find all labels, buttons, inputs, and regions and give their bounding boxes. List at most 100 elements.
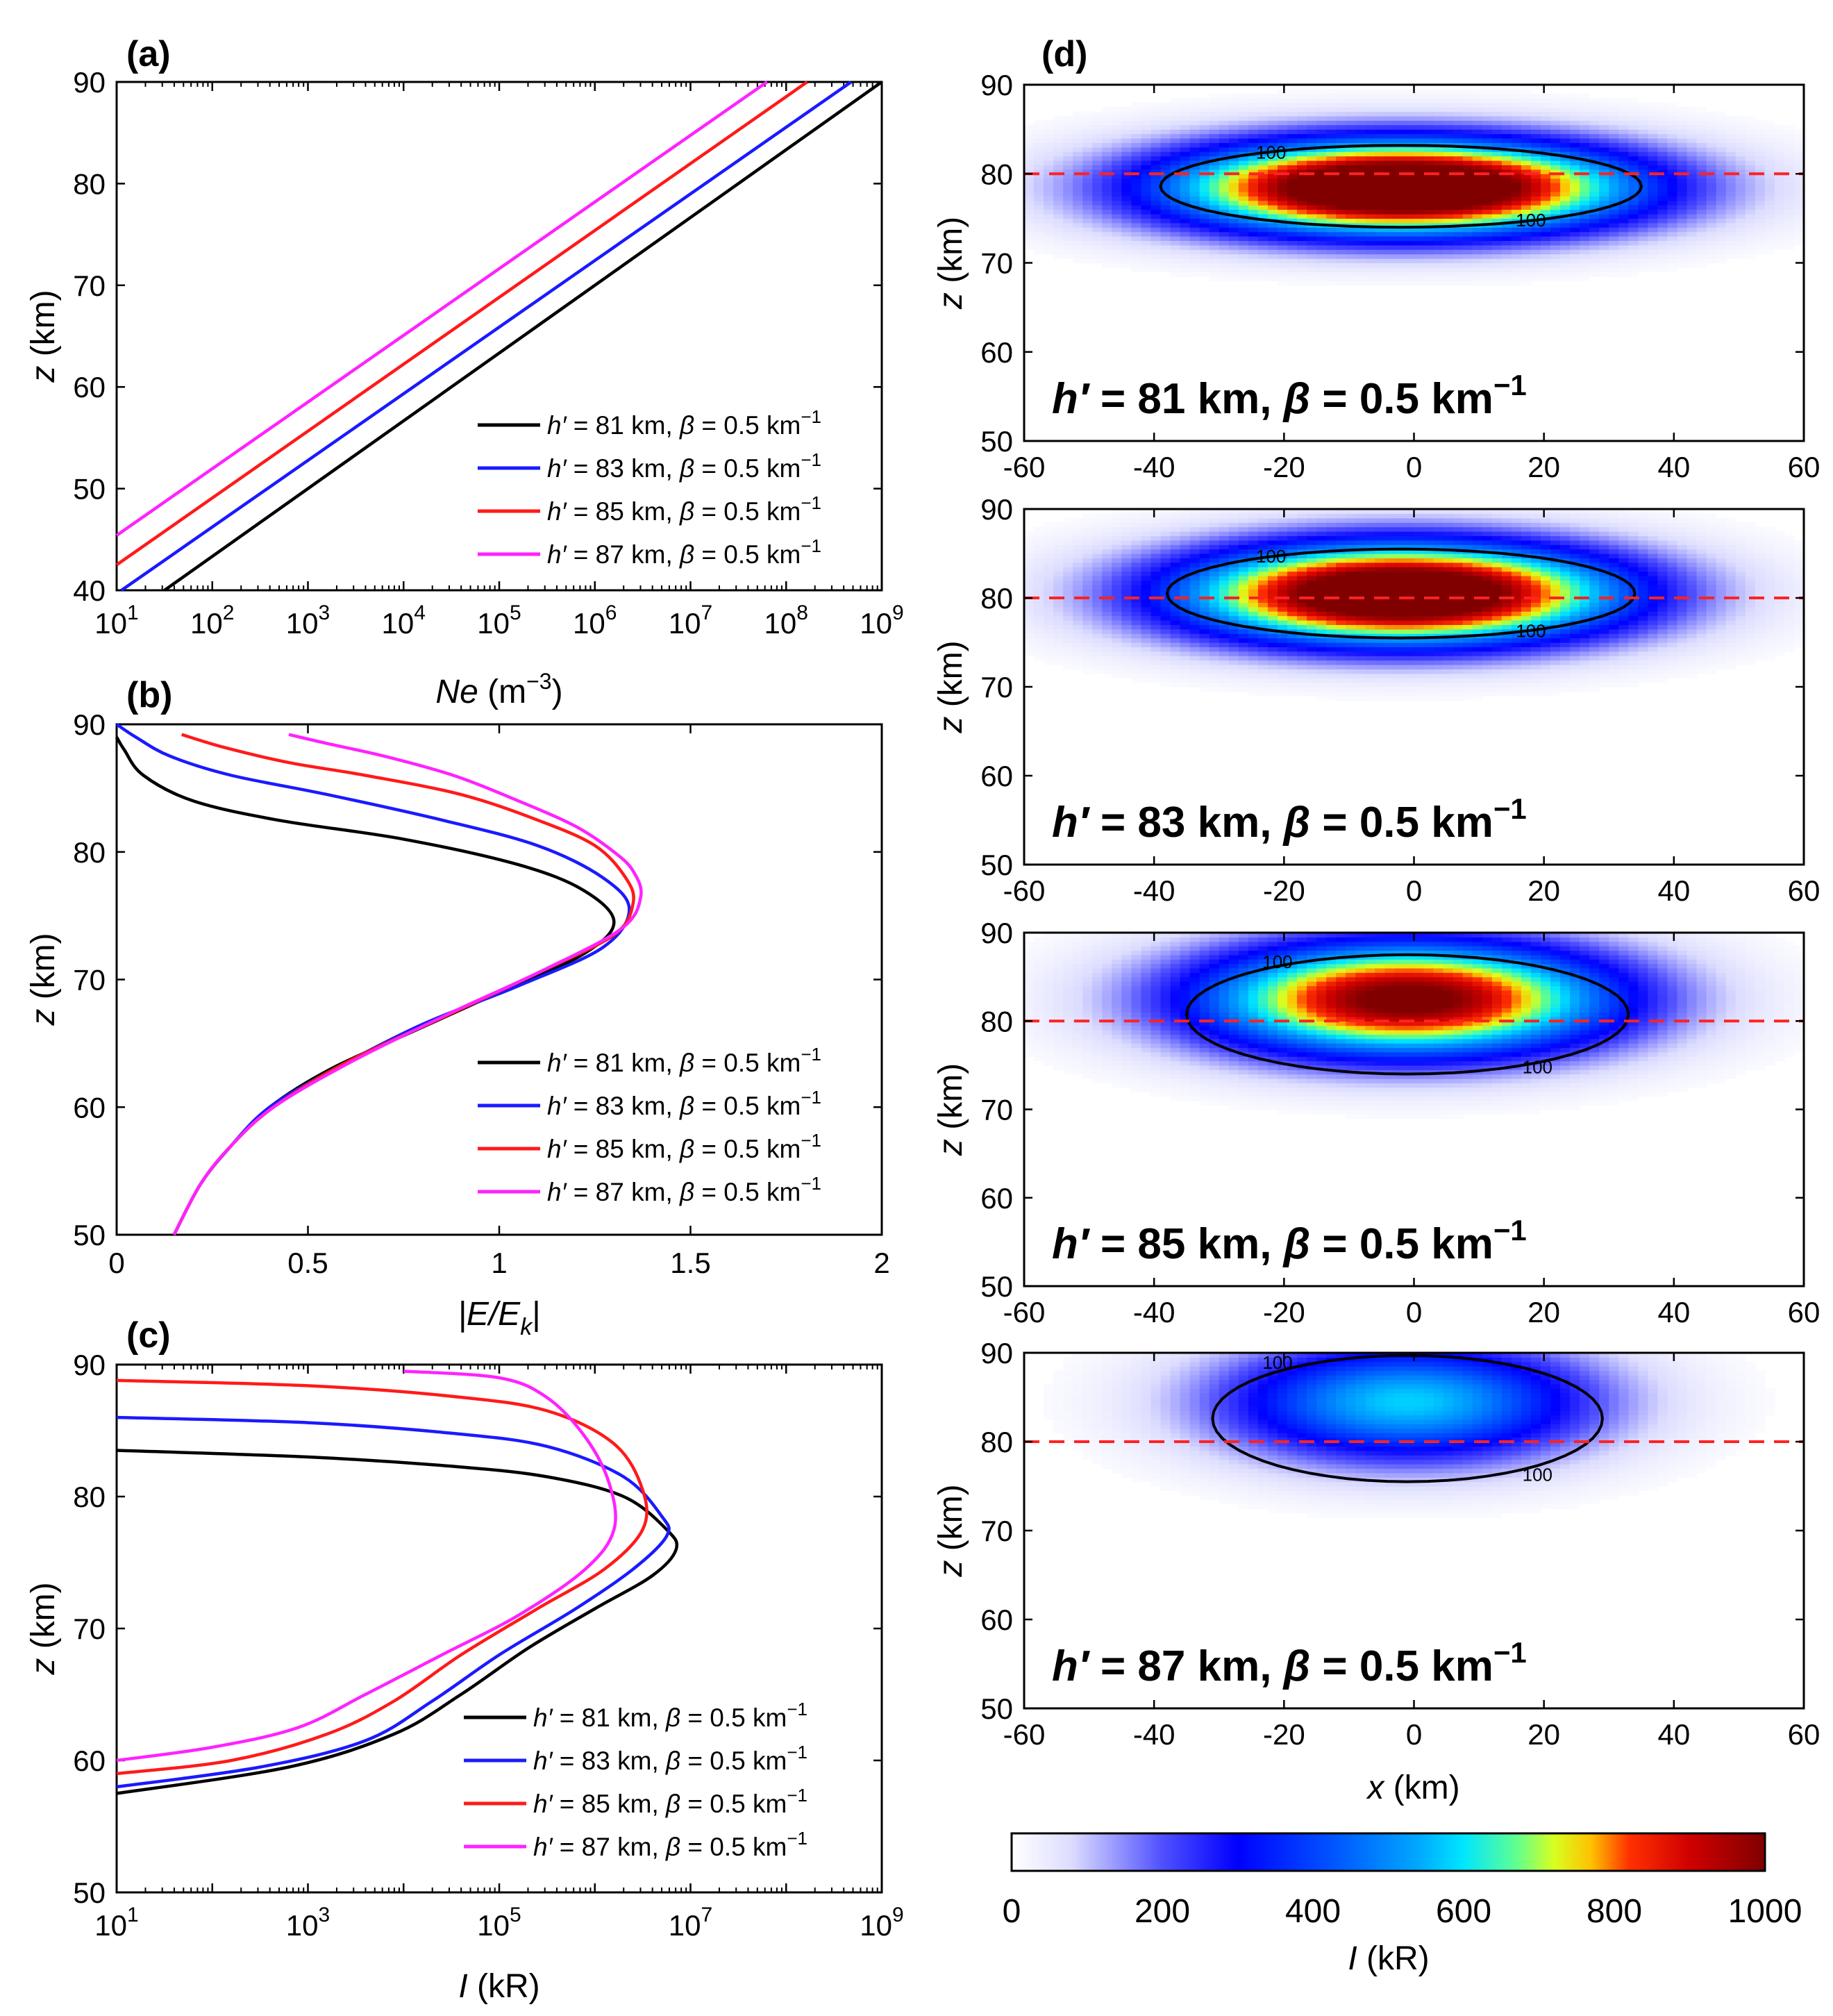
heatmap-cell — [1794, 214, 1805, 219]
heatmap-cell — [1297, 620, 1307, 625]
heatmap-cell — [1228, 584, 1239, 590]
heatmap-cell — [1326, 620, 1337, 625]
heatmap-cell — [1189, 138, 1200, 143]
heatmap-cell — [1092, 620, 1103, 625]
heatmap-cell — [1131, 509, 1141, 514]
heatmap-cell — [1511, 151, 1522, 157]
heatmap-cell — [1414, 156, 1425, 161]
heatmap-cell — [1346, 174, 1356, 179]
heatmap-cell — [1082, 160, 1093, 165]
heatmap-cell — [1735, 129, 1746, 135]
heatmap-cell — [1326, 673, 1337, 678]
heatmap-cell — [1462, 218, 1473, 224]
heatmap-cell — [1336, 571, 1346, 576]
heatmap-cell — [1257, 669, 1269, 674]
heatmap-cell — [1170, 240, 1181, 246]
heatmap-cell — [1530, 169, 1541, 174]
heatmap-cell — [1219, 687, 1230, 692]
heatmap-cell — [1112, 567, 1122, 572]
heatmap-cell — [1570, 200, 1580, 206]
heatmap-cell — [1774, 240, 1785, 246]
heatmap-cell — [1336, 272, 1346, 277]
x-tick-label: 105 — [477, 1903, 521, 1942]
heatmap-cell — [1326, 647, 1337, 652]
legend-entry-label: h′ = 81 km, β = 0.5 km−1 — [533, 1699, 807, 1732]
heatmap-cell — [1735, 120, 1746, 126]
heatmap-cell — [1326, 120, 1337, 126]
heatmap-cell — [1346, 665, 1356, 669]
heatmap-cell — [1297, 115, 1307, 121]
heatmap-cell — [1541, 93, 1551, 99]
heatmap-cell — [1297, 214, 1307, 219]
heatmap-cell — [1657, 218, 1668, 224]
heatmap-cell — [1209, 156, 1220, 161]
heatmap-cell — [1248, 244, 1259, 250]
heatmap-cell — [1160, 183, 1171, 188]
heatmap-cell — [1316, 178, 1327, 183]
heatmap-cell — [1696, 222, 1707, 228]
heatmap-cell — [1112, 535, 1122, 541]
heatmap-cell — [1443, 263, 1454, 268]
heatmap-cell — [1696, 227, 1707, 233]
heatmap-cell — [1257, 107, 1269, 113]
heatmap-cell — [1618, 214, 1629, 219]
heatmap-cell — [1267, 253, 1278, 259]
heatmap-cell — [1044, 558, 1054, 563]
heatmap-cell — [1267, 178, 1278, 183]
heatmap-cell — [1063, 526, 1073, 532]
heatmap-cell — [1511, 138, 1522, 143]
heatmap-cell — [1346, 231, 1356, 237]
heatmap-cell — [1336, 151, 1346, 157]
heatmap-cell — [1589, 147, 1600, 152]
heatmap-cell — [1307, 638, 1317, 643]
heatmap-cell — [1199, 165, 1210, 170]
heatmap-cell — [1131, 540, 1141, 545]
heatmap-cell — [1657, 169, 1668, 174]
heatmap-cell — [1209, 522, 1220, 528]
heatmap-cell — [1219, 214, 1230, 219]
heatmap-cell — [1209, 218, 1220, 224]
heatmap-cell — [1209, 231, 1220, 237]
heatmap-cell — [1511, 165, 1522, 170]
heatmap-cell — [1336, 691, 1346, 697]
legend-exponent: −1 — [801, 492, 821, 513]
heatmap-cell — [1267, 598, 1278, 603]
heatmap-cell — [1414, 120, 1425, 126]
heatmap-cell — [1530, 160, 1541, 165]
heatmap-cell — [1677, 111, 1688, 117]
heatmap-cell — [1082, 187, 1093, 192]
heatmap-cell — [1257, 169, 1269, 174]
heatmap-cell — [1755, 187, 1766, 192]
heatmap-cell — [1199, 549, 1210, 554]
heatmap-cell — [1131, 562, 1141, 567]
heatmap-cell — [1423, 156, 1434, 161]
heatmap-cell — [1375, 89, 1385, 94]
heatmap-cell — [1112, 218, 1122, 224]
heatmap-cell — [1297, 281, 1307, 286]
heatmap-cell — [1716, 244, 1727, 250]
heatmap-cell — [1482, 240, 1493, 246]
heatmap-cell — [1228, 200, 1239, 206]
heatmap-cell — [1248, 593, 1259, 599]
heatmap-cell — [1141, 606, 1152, 612]
heatmap-cell — [1589, 187, 1600, 192]
heatmap-cell — [1443, 102, 1454, 108]
heatmap-cell — [1677, 240, 1688, 246]
x-tick-label: 106 — [573, 601, 617, 640]
heatmap-cell — [1618, 151, 1629, 157]
heatmap-cell — [1287, 258, 1298, 264]
heatmap-cell — [1609, 236, 1619, 241]
heatmap-cell — [1599, 249, 1609, 255]
heatmap-cell — [1346, 115, 1356, 121]
heatmap-cell — [1414, 249, 1425, 255]
heatmap-cell — [1453, 272, 1464, 277]
heatmap-cell — [1112, 196, 1122, 201]
heatmap-cell — [1686, 111, 1698, 117]
heatmap-cell — [1092, 178, 1103, 183]
heatmap-cell — [1209, 553, 1220, 558]
heatmap-cell — [1511, 276, 1522, 281]
heatmap-cell — [1580, 258, 1590, 264]
heatmap-cell — [1238, 611, 1249, 617]
heatmap-cell — [1686, 244, 1698, 250]
heatmap-cell — [1423, 218, 1434, 224]
